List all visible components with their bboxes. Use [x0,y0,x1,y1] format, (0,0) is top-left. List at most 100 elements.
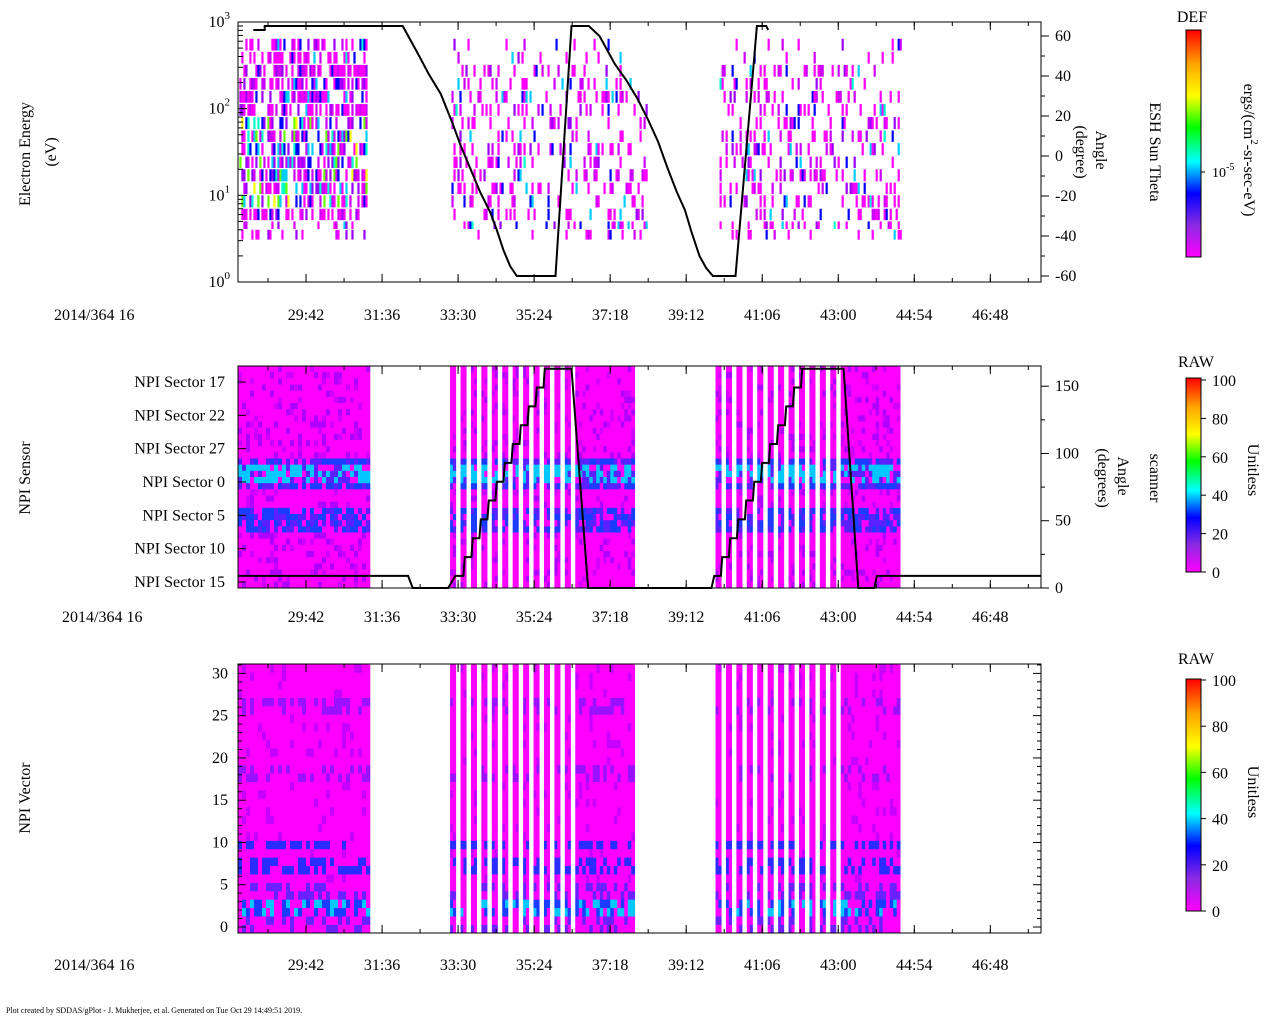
sensor-cell [342,396,347,404]
sensor-cell [238,477,243,484]
sensor-cell [812,495,816,502]
sensor-cell [778,483,782,490]
sensor-cell [362,384,367,391]
energy-cell [337,169,340,182]
sensor-cell [718,366,722,373]
sensor-cell [258,427,263,435]
sensor-cell [278,544,283,552]
energy-cell [759,182,762,195]
sensor-cell [358,526,363,533]
sensor-cell [599,563,604,570]
sensor-cell [238,501,243,509]
sensor-cell [523,495,527,502]
sensor-cell [840,544,845,552]
energy-cell [361,38,364,51]
energy-cell [455,104,458,116]
sensor-cell [274,514,279,521]
sensor-cell [613,526,618,533]
energy-cell [635,208,638,221]
energy-cell [287,195,290,208]
sensor-cell [238,458,243,465]
sensor-cell [334,489,339,496]
energy-cell [249,208,252,221]
sensor-cell [452,544,457,552]
sensor-cell [246,440,251,447]
sensor-cell [603,520,608,527]
sensor-cell [543,557,548,564]
energy-cell [533,208,536,221]
sensor-cell [481,532,485,539]
sensor-cell [452,569,457,576]
sensor-cell [525,520,530,527]
energy-cell [341,130,344,142]
energy-cell [261,195,264,208]
sensor-cell [338,532,343,539]
sensor-cell [624,501,629,509]
sensor-cell [505,409,509,416]
sensor-cell [585,532,590,539]
energy-cell [265,208,268,221]
sensor-cell [523,458,527,465]
sensor-cell [798,452,803,459]
sensor-cell [254,581,259,589]
sensor-cell [778,520,782,527]
energy-cell [263,64,266,77]
sensor-cell [617,403,622,410]
energy-cell [815,90,818,103]
sensor-cell [452,551,457,558]
sensor-cell [718,378,722,385]
sensor-cell [788,458,792,465]
energy-cell [775,169,778,182]
energy-cell [351,38,354,51]
sensor-cell [314,427,319,435]
sensor-cell [481,396,485,404]
energy-cell [533,130,536,142]
energy-cell [309,182,312,195]
energy-cell [307,104,310,116]
sensor-cell [589,403,594,410]
sensor-cell [620,563,625,570]
energy-cell [335,221,338,229]
sensor-cell [617,489,622,496]
sensor-cell [266,421,271,428]
sensor-cell [725,470,730,478]
energy-cell [293,117,296,130]
sensor-cell [322,378,327,385]
sensor-cell [473,501,477,509]
energy-cell [315,77,318,90]
sensor-cell [512,458,516,465]
sensor-cell [460,421,464,428]
energy-cell [605,90,608,103]
sensor-cell [582,575,587,583]
energy-cell [281,182,284,195]
energy-cell [595,195,598,208]
sensor-cell [258,489,263,496]
sensor-cell [242,581,247,589]
sensor-cell [575,581,580,589]
sensor-cell [770,446,774,453]
sensor-cell [830,378,834,385]
sensor-cell [334,378,339,385]
energy-cell [239,90,242,103]
sensor-cell [294,433,299,441]
energy-cell [769,208,772,221]
energy-cell [521,104,524,116]
sensor-cell [484,458,488,465]
sensor-cell [812,489,816,496]
energy-cell [257,38,260,51]
energy-cell [789,169,792,182]
sensor-cell [491,366,495,373]
sensor-cell [463,427,467,435]
energy-cell [557,195,560,208]
energy-cell [293,143,296,156]
sensor-cell [266,396,271,404]
sensor-cell [262,544,267,552]
energy-cell [637,90,640,103]
sensor-cell [780,396,785,404]
sensor-cell [342,421,347,428]
sensor-cell [578,372,583,379]
sensor-cell [736,390,740,398]
energy-cell [327,143,330,156]
sensor-cell [306,495,311,502]
sensor-cell [536,563,540,570]
